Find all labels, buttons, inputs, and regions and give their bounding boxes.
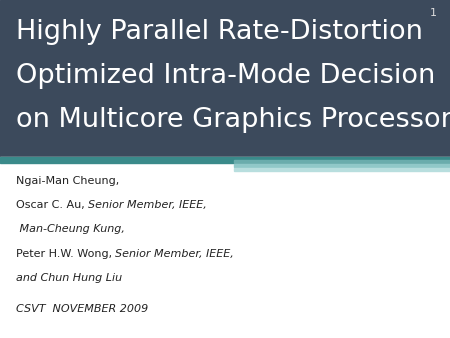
Bar [234,164,450,167]
Text: Highly Parallel Rate-Distortion: Highly Parallel Rate-Distortion [16,19,423,45]
Text: on Multicore Graphics Processors: on Multicore Graphics Processors [16,107,450,133]
Text: 1: 1 [429,8,436,19]
Text: Oscar C. Au,: Oscar C. Au, [16,200,88,210]
Text: Man-Cheung Kung,: Man-Cheung Kung, [16,224,125,235]
Bar [234,160,450,163]
Text: Peter H.W. Wong,: Peter H.W. Wong, [16,249,115,259]
Bar [0,0,450,157]
Bar [0,157,450,163]
Text: CSVT  NOVEMBER 2009: CSVT NOVEMBER 2009 [16,304,148,314]
Text: Ngai-Man Cheung,: Ngai-Man Cheung, [16,176,119,186]
Bar [0,157,450,338]
Bar [234,168,450,171]
Text: Senior Member, IEEE,: Senior Member, IEEE, [88,200,207,210]
Text: Optimized Intra-Mode Decision: Optimized Intra-Mode Decision [16,63,435,89]
Text: and Chun Hung Liu: and Chun Hung Liu [16,273,122,283]
Text: Senior Member, IEEE,: Senior Member, IEEE, [115,249,234,259]
